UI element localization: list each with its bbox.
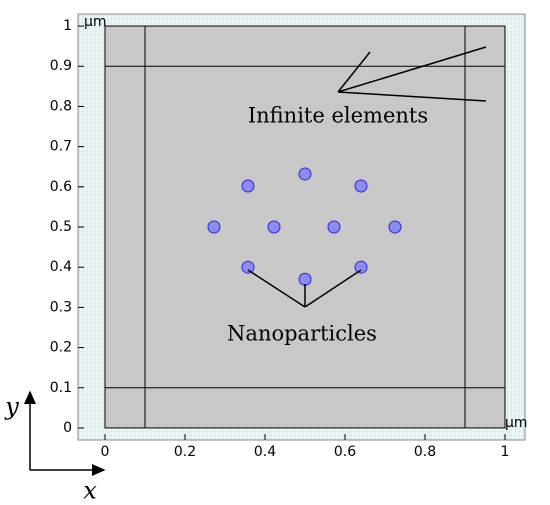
y-tick-label: 0.9 [50,58,72,74]
nanoparticle [388,220,402,234]
nanoparticle [327,220,341,234]
nanoparticle [354,260,368,274]
nanoparticle [241,179,255,193]
plot: 0 0.1 0.2 0.3 0.4 0.5 0.6 0.7 0.8 0.9 1 0 0.2 0.4 0.6 0… [50,13,526,460]
annotations [24,46,487,476]
x-tick-label: 0.8 [414,444,436,460]
y-tick-label: 0.2 [50,340,72,356]
nanoparticle [298,272,312,286]
x-tick-label: 0 [101,444,110,460]
leader [304,269,362,308]
x-tick-label: 0.4 [254,444,276,460]
y-tick-label: 0 [63,420,72,436]
leader [247,269,306,308]
y-tick-label: 0.6 [50,179,72,195]
unit-label: μm [505,415,528,431]
y-tick-label: 0.4 [50,259,72,275]
y-tick-label: 0.3 [50,299,72,315]
y-tick-label: 1 [63,18,72,34]
y-tick-label: 0.7 [50,139,72,155]
y-tick-label: 0.5 [50,219,72,235]
x-tick-label: 0.6 [334,444,356,460]
nanoparticle [354,179,368,193]
nanoparticle [267,220,281,234]
y-tick-label: 0.8 [50,98,72,114]
nanoparticle [207,220,221,234]
annotation: Infinite elements [248,104,428,128]
x-tick-label: 1 [501,444,510,460]
y-axis-label: y [4,393,19,421]
x-axis-label: x [83,477,97,505]
x-tick-label: 0.2 [174,444,196,460]
leader [337,46,487,93]
y-tick-label: 0.1 [50,380,72,396]
domain [104,25,506,429]
nanoparticle [241,260,255,274]
leader [337,91,487,102]
nanoparticle [298,167,312,181]
unit-label: μm [84,14,107,30]
leader [337,51,371,93]
annotation: Nanoparticles [227,322,377,346]
